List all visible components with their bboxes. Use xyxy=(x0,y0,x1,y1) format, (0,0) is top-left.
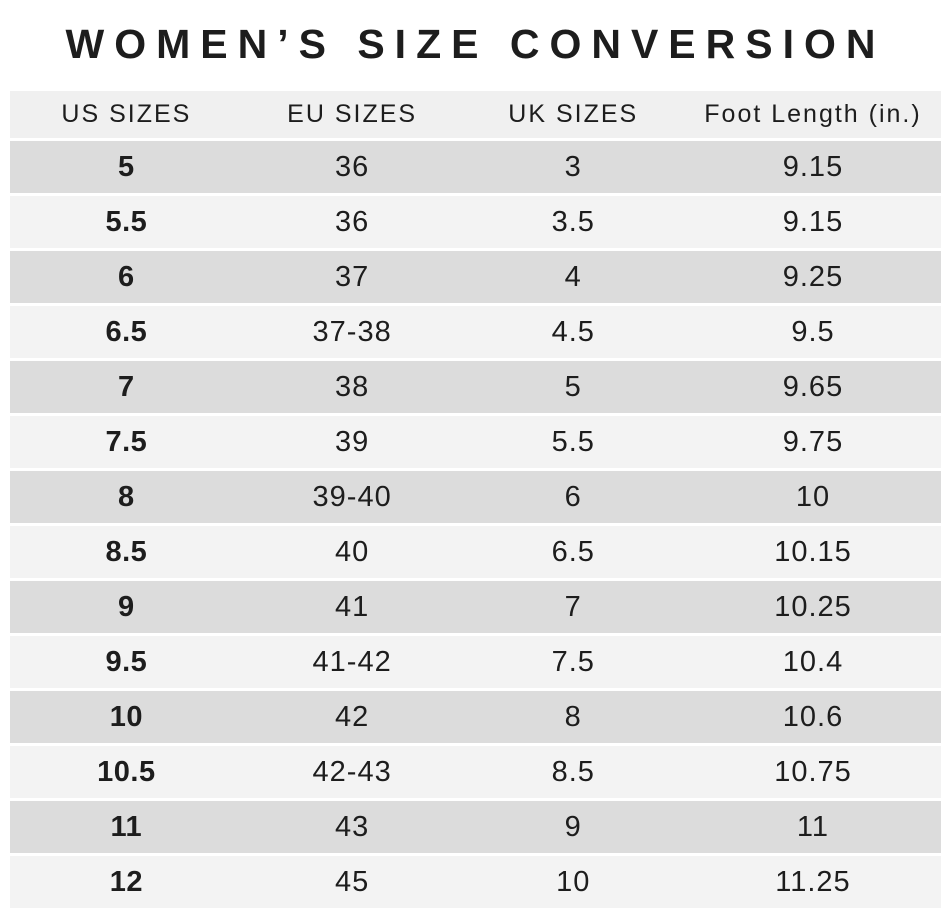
uk-size-cell: 6.5 xyxy=(461,526,685,578)
uk-size-cell: 3.5 xyxy=(461,196,685,248)
page-title: WOMEN’S SIZE CONVERSION xyxy=(65,20,886,67)
table-row: 9.5 41-42 7.5 10.4 xyxy=(10,636,941,688)
table-row: 6 37 4 9.25 xyxy=(10,251,941,303)
eu-size-cell: 36 xyxy=(242,196,462,248)
foot-length-cell: 10.25 xyxy=(684,581,941,633)
eu-size-cell: 38 xyxy=(242,361,462,413)
table-header: US SIZES EU SIZES UK SIZES Foot Length (… xyxy=(10,91,941,138)
size-conversion-table: US SIZES EU SIZES UK SIZES Foot Length (… xyxy=(10,88,941,911)
table-row: 10 42 8 10.6 xyxy=(10,691,941,743)
foot-length-cell: 10 xyxy=(684,471,941,523)
us-size-cell: 11 xyxy=(10,801,243,853)
column-header-us-sizes: US SIZES xyxy=(10,91,243,138)
us-size-cell: 9 xyxy=(10,581,243,633)
foot-length-cell: 9.65 xyxy=(684,361,941,413)
eu-size-cell: 39-40 xyxy=(242,471,462,523)
us-size-cell: 8 xyxy=(10,471,243,523)
us-size-cell: 12 xyxy=(10,856,243,908)
foot-length-cell: 10.15 xyxy=(684,526,941,578)
uk-size-cell: 8 xyxy=(461,691,685,743)
us-size-cell: 9.5 xyxy=(10,636,243,688)
column-header-foot-length: Foot Length (in.) xyxy=(684,91,941,138)
eu-size-cell: 37 xyxy=(242,251,462,303)
table-row: 11 43 9 11 xyxy=(10,801,941,853)
table-row: 6.5 37-38 4.5 9.5 xyxy=(10,306,941,358)
us-size-cell: 10 xyxy=(10,691,243,743)
eu-size-cell: 39 xyxy=(242,416,462,468)
table-row: 12 45 10 11.25 xyxy=(10,856,941,908)
table-row: 7 38 5 9.65 xyxy=(10,361,941,413)
column-header-eu-sizes: EU SIZES xyxy=(242,91,462,138)
eu-size-cell: 40 xyxy=(242,526,462,578)
eu-size-cell: 42-43 xyxy=(242,746,462,798)
uk-size-cell: 10 xyxy=(461,856,685,908)
uk-size-cell: 4 xyxy=(461,251,685,303)
eu-size-cell: 41-42 xyxy=(242,636,462,688)
us-size-cell: 10.5 xyxy=(10,746,243,798)
foot-length-cell: 9.5 xyxy=(684,306,941,358)
eu-size-cell: 45 xyxy=(242,856,462,908)
table-row: 10.5 42-43 8.5 10.75 xyxy=(10,746,941,798)
eu-size-cell: 42 xyxy=(242,691,462,743)
foot-length-cell: 10.6 xyxy=(684,691,941,743)
table-row: 5 36 3 9.15 xyxy=(10,141,941,193)
table-header-row: US SIZES EU SIZES UK SIZES Foot Length (… xyxy=(10,91,941,138)
uk-size-cell: 5 xyxy=(461,361,685,413)
table-row: 8 39-40 6 10 xyxy=(10,471,941,523)
title-wrap: WOMEN’S SIZE CONVERSION xyxy=(0,0,951,88)
us-size-cell: 6 xyxy=(10,251,243,303)
foot-length-cell: 9.15 xyxy=(684,141,941,193)
us-size-cell: 5.5 xyxy=(10,196,243,248)
us-size-cell: 8.5 xyxy=(10,526,243,578)
eu-size-cell: 36 xyxy=(242,141,462,193)
uk-size-cell: 5.5 xyxy=(461,416,685,468)
us-size-cell: 7 xyxy=(10,361,243,413)
table-row: 5.5 36 3.5 9.15 xyxy=(10,196,941,248)
us-size-cell: 7.5 xyxy=(10,416,243,468)
table-row: 7.5 39 5.5 9.75 xyxy=(10,416,941,468)
us-size-cell: 6.5 xyxy=(10,306,243,358)
uk-size-cell: 7 xyxy=(461,581,685,633)
eu-size-cell: 43 xyxy=(242,801,462,853)
uk-size-cell: 7.5 xyxy=(461,636,685,688)
uk-size-cell: 4.5 xyxy=(461,306,685,358)
foot-length-cell: 9.15 xyxy=(684,196,941,248)
table-row: 9 41 7 10.25 xyxy=(10,581,941,633)
uk-size-cell: 8.5 xyxy=(461,746,685,798)
foot-length-cell: 10.75 xyxy=(684,746,941,798)
foot-length-cell: 9.25 xyxy=(684,251,941,303)
uk-size-cell: 9 xyxy=(461,801,685,853)
uk-size-cell: 3 xyxy=(461,141,685,193)
uk-size-cell: 6 xyxy=(461,471,685,523)
foot-length-cell: 10.4 xyxy=(684,636,941,688)
size-table-body: 5 36 3 9.15 5.5 36 3.5 9.15 6 37 4 9.25 6.5 37-38 4.5 9… xyxy=(10,141,941,908)
us-size-cell: 5 xyxy=(10,141,243,193)
column-header-uk-sizes: UK SIZES xyxy=(461,91,685,138)
eu-size-cell: 37-38 xyxy=(242,306,462,358)
foot-length-cell: 11.25 xyxy=(684,856,941,908)
foot-length-cell: 9.75 xyxy=(684,416,941,468)
foot-length-cell: 11 xyxy=(684,801,941,853)
eu-size-cell: 41 xyxy=(242,581,462,633)
table-row: 8.5 40 6.5 10.15 xyxy=(10,526,941,578)
